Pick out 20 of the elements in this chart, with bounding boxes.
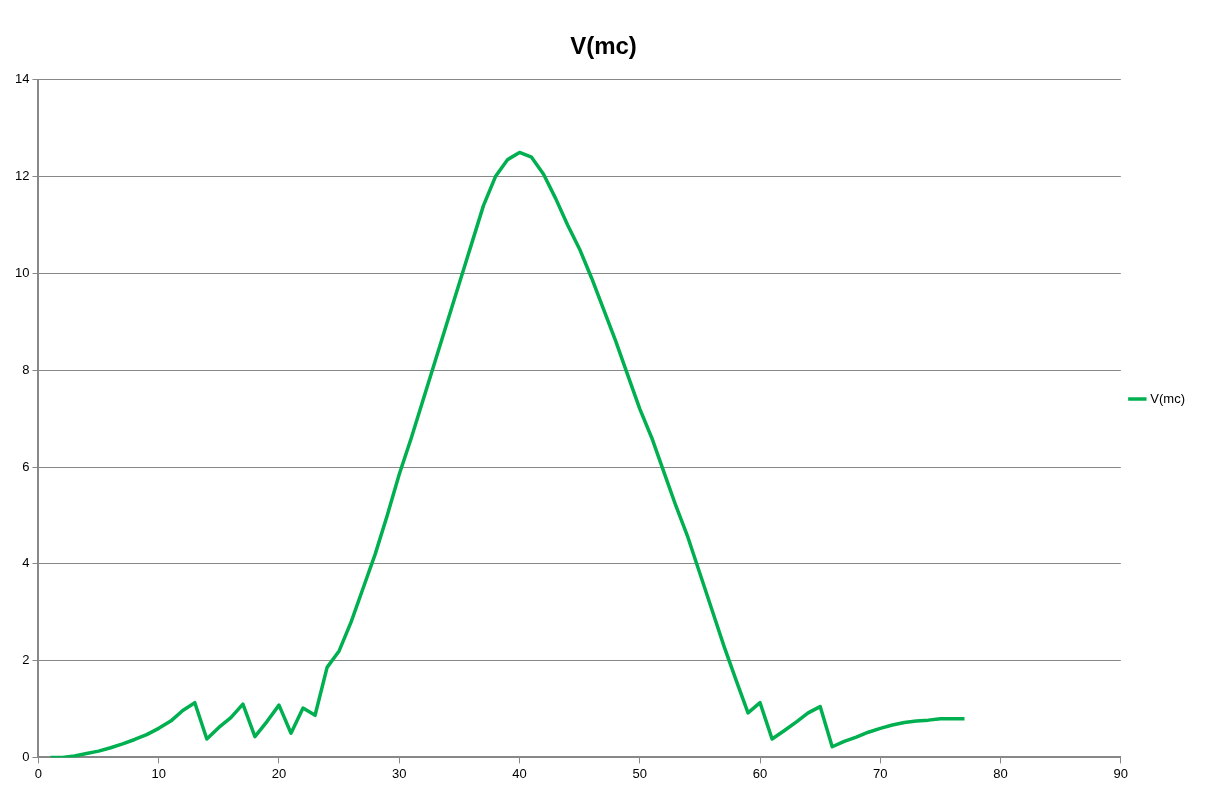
y-tick-label: 0 (22, 748, 30, 764)
y-tick-label: 2 (22, 652, 30, 668)
y-tick-label: 8 (22, 361, 30, 377)
x-tick-label: 60 (752, 765, 768, 781)
y-tick-label: 6 (22, 458, 30, 474)
y-tick-label: 12 (14, 168, 30, 184)
chart-title: V(mc) (570, 32, 637, 60)
x-tick-label: 30 (392, 765, 407, 781)
x-tick-label: 50 (632, 765, 648, 781)
y-tick-label: 4 (22, 555, 30, 571)
x-tick-label: 70 (873, 765, 888, 781)
x-tick-label: 80 (993, 765, 1008, 781)
y-tick-label: 14 (14, 71, 30, 87)
x-tick-label: 20 (271, 765, 287, 781)
x-tick-label: 40 (512, 765, 527, 781)
y-tick-label: 10 (14, 264, 30, 280)
legend-label: V(mc) (1150, 390, 1186, 406)
x-tick-label: 0 (34, 765, 43, 781)
x-tick-label: 10 (151, 765, 166, 781)
x-tick-label: 90 (1113, 765, 1129, 781)
